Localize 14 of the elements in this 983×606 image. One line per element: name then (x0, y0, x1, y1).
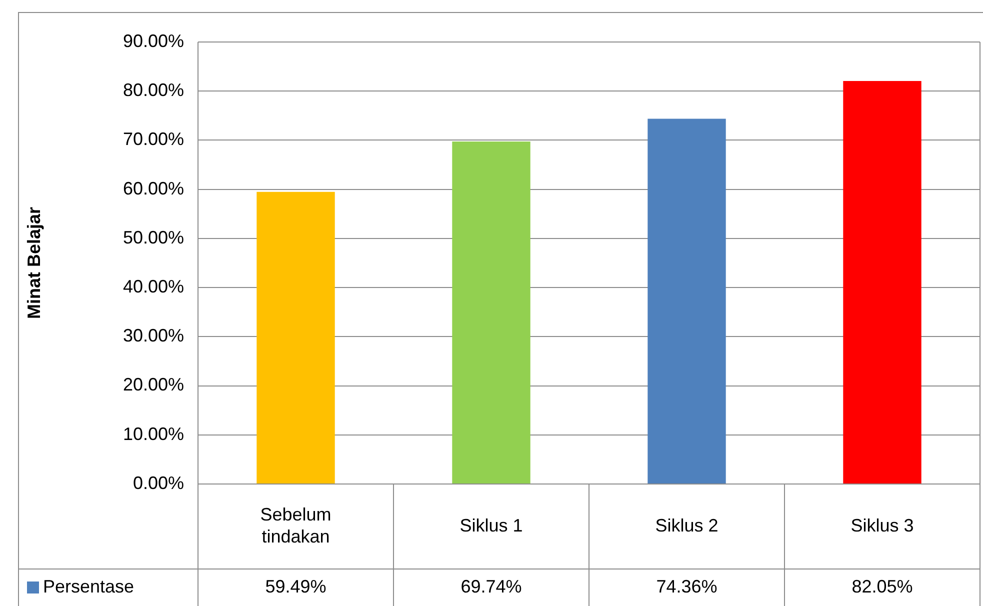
y-tick-label: 30.00% (122, 326, 184, 346)
y-tick-label: 90.00% (122, 30, 184, 51)
bar (648, 118, 726, 484)
y-tick-label: 60.00% (122, 178, 184, 198)
y-tick-label: 40.00% (122, 276, 184, 297)
bar (256, 192, 335, 484)
y-axis-title: Minat Belajar (24, 206, 44, 320)
bar (843, 81, 922, 484)
y-tick-label: 50.00% (122, 227, 184, 248)
y-tick-label: 80.00% (122, 80, 184, 100)
y-tick-label: 10.00% (122, 424, 184, 444)
y-tick-label: 70.00% (122, 129, 184, 150)
bar (452, 142, 530, 484)
y-tick-label: 20.00% (122, 374, 184, 395)
